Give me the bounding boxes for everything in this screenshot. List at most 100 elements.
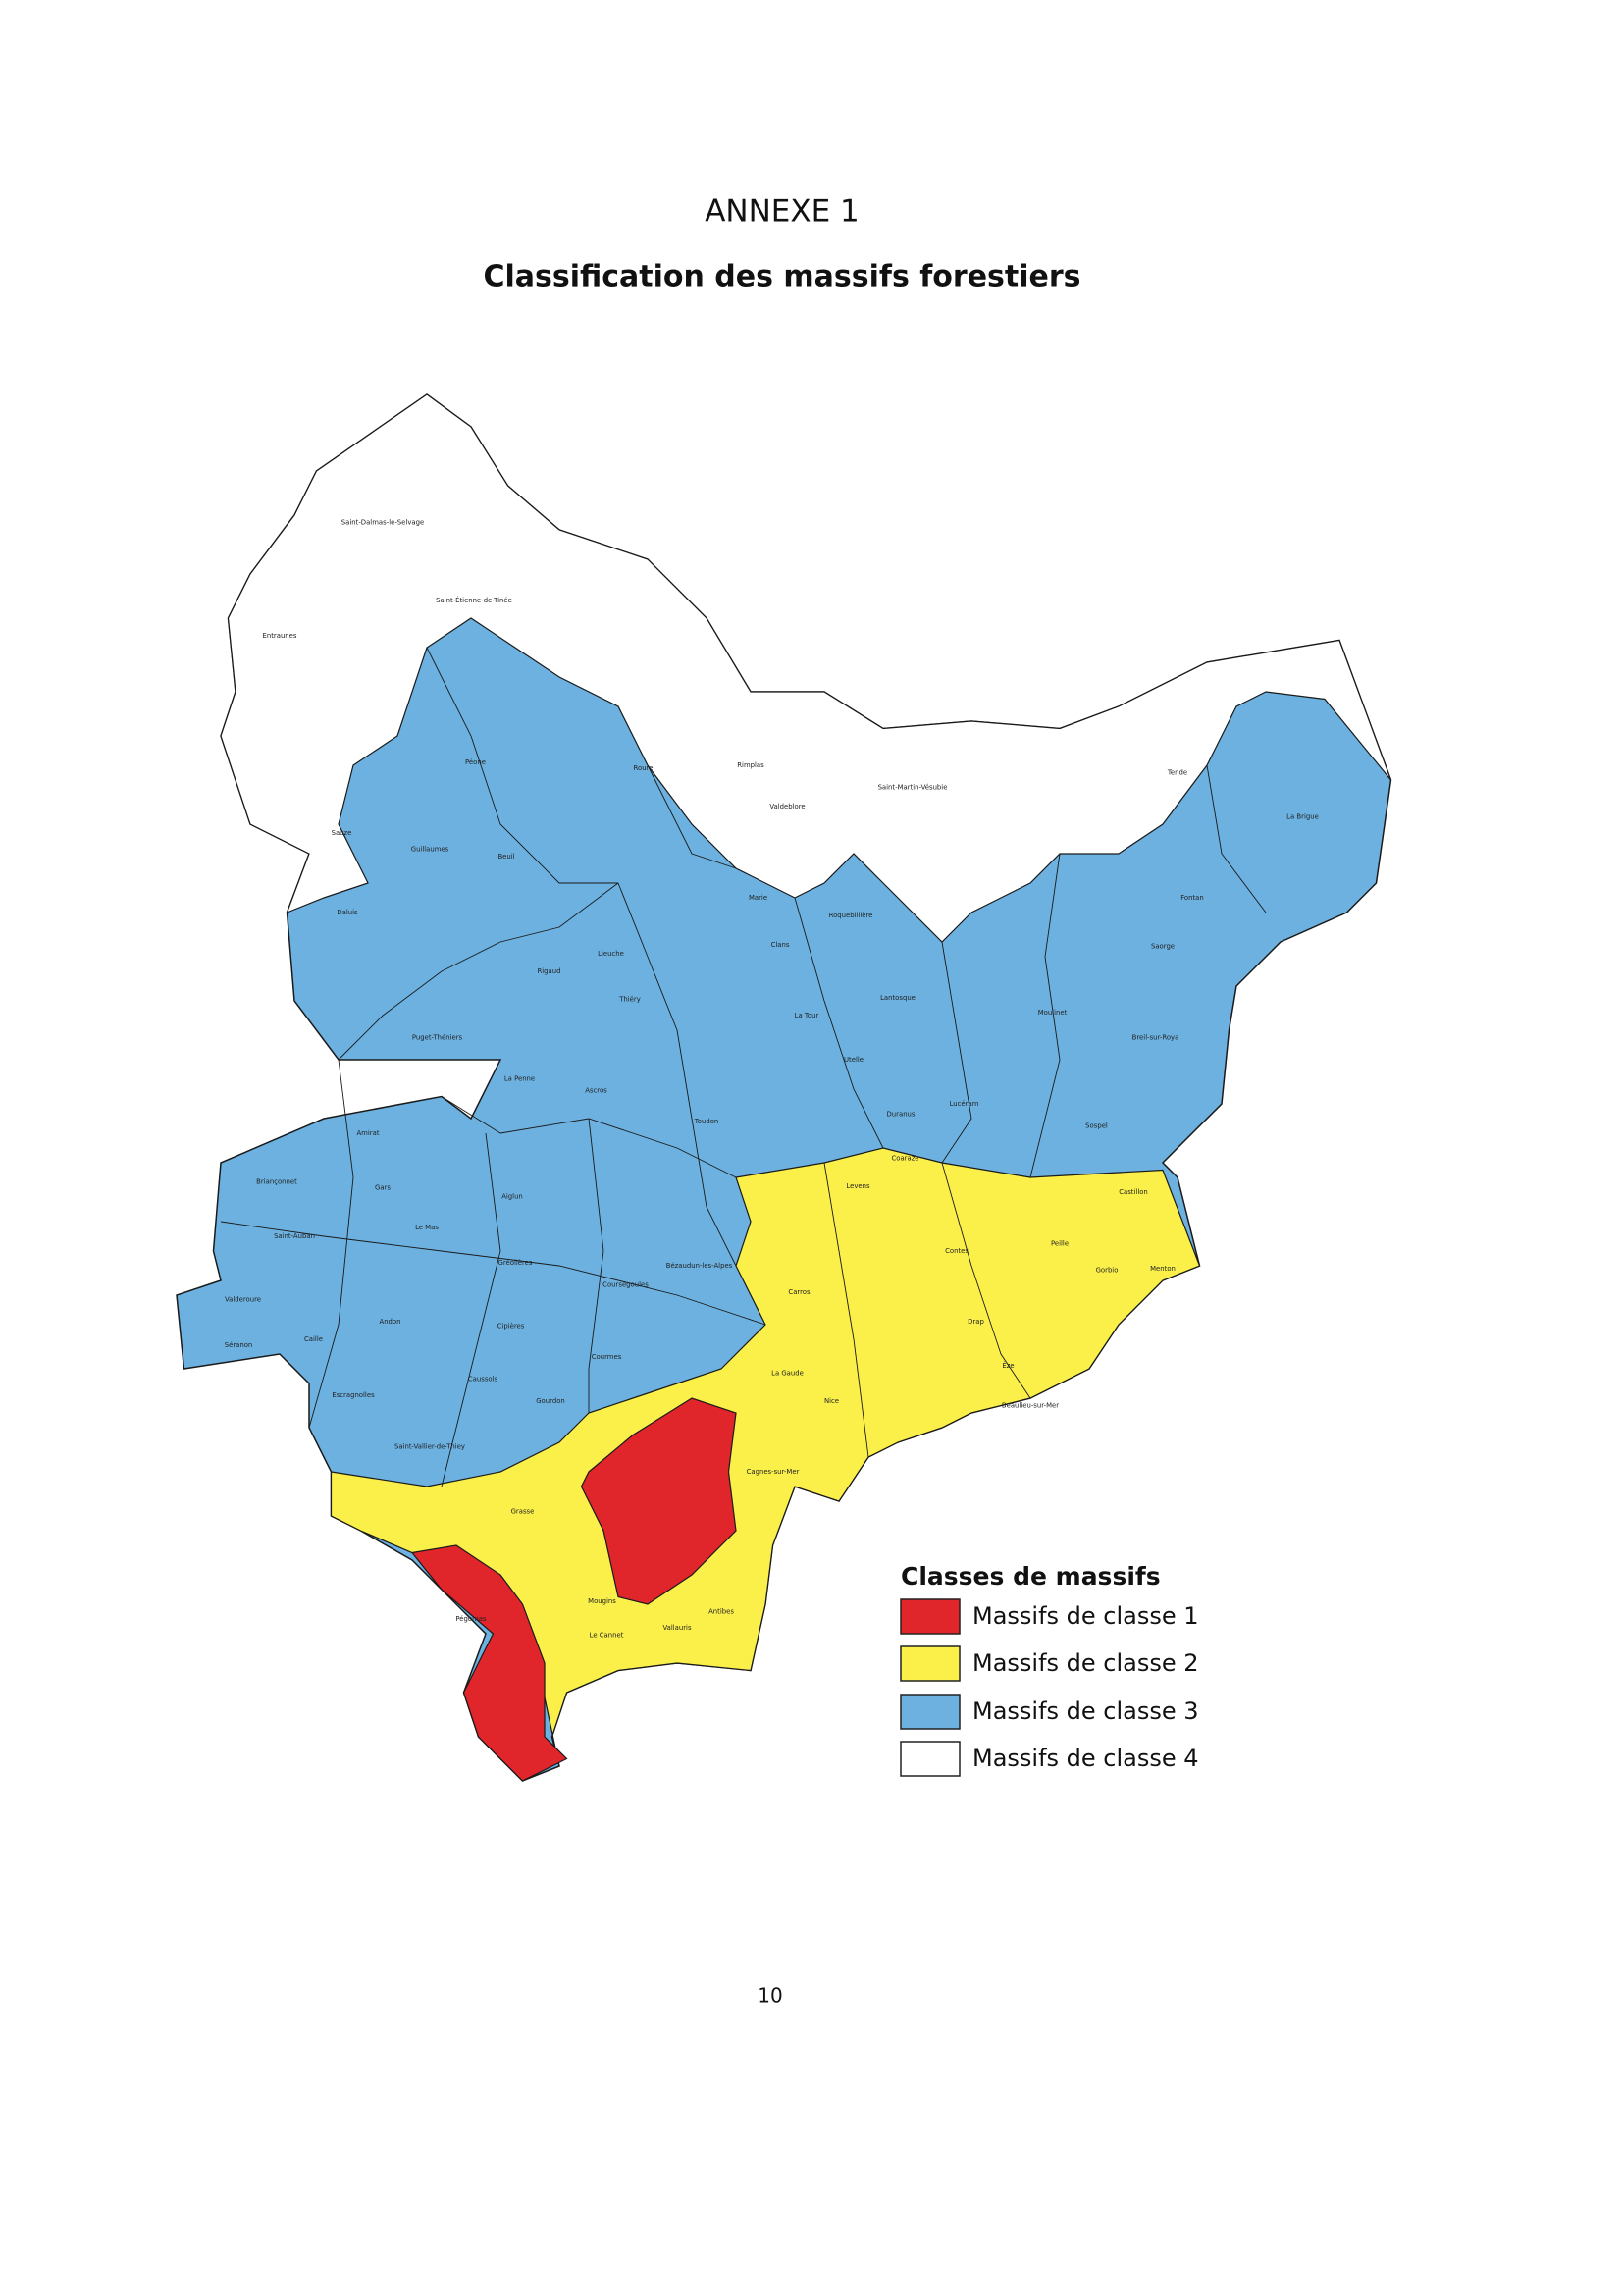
commune-label: Menton — [1150, 1265, 1176, 1273]
legend-swatch — [900, 1645, 961, 1682]
commune-label: Saint-Étienne-de-Tinée — [436, 596, 512, 604]
commune-label: Duranus — [887, 1111, 916, 1119]
commune-label: Saorge — [1151, 943, 1175, 951]
commune-label: Breil-sur-Roya — [1132, 1034, 1179, 1042]
commune-label: Lantosque — [880, 994, 916, 1002]
commune-label: La Brigue — [1286, 813, 1319, 821]
commune-label: Contes — [945, 1247, 969, 1255]
commune-label: Drap — [968, 1318, 984, 1326]
commune-border — [1206, 764, 1267, 913]
commune-label: Moulinet — [1038, 1009, 1068, 1017]
legend: Massifs de classe 1 Massifs de classe 2 Ma… — [900, 1598, 1199, 1777]
commune-label: Lucéram — [950, 1100, 979, 1108]
commune-label: Cipières — [497, 1323, 525, 1331]
commune-label: Gréolières — [498, 1259, 533, 1267]
commune-label: Toudon — [694, 1118, 719, 1125]
commune-label: Coaraze — [891, 1155, 918, 1163]
commune-label: Clans — [771, 941, 790, 949]
commune-label: Ascros — [585, 1087, 607, 1095]
commune-label: Peille — [1051, 1240, 1069, 1248]
commune-label: Tende — [1167, 769, 1187, 777]
commune-label: Séranon — [225, 1341, 253, 1349]
commune-label: Saint-Auban — [274, 1232, 315, 1240]
commune-label: Roquebillière — [829, 912, 873, 919]
commune-label: Marie — [749, 894, 767, 902]
commune-border — [823, 1162, 869, 1458]
legend-swatch — [900, 1694, 961, 1730]
commune-label: Le Cannet — [590, 1632, 624, 1640]
commune-label: Nice — [824, 1397, 839, 1405]
commune-label: Cagnes-sur-Mer — [747, 1468, 800, 1476]
commune-border — [338, 882, 619, 1061]
commune-label: Rigaud — [538, 967, 561, 975]
commune-label: Levens — [846, 1182, 870, 1190]
commune-label: Saint-Vallier-de-Thiey — [394, 1443, 465, 1451]
legend-title: Classes de massifs — [901, 1562, 1161, 1591]
legend-label: Massifs de classe 2 — [972, 1649, 1199, 1677]
commune-label: Thiéry — [618, 996, 641, 1004]
commune-label: Sauze — [332, 829, 352, 837]
commune-label: Andon — [380, 1318, 401, 1326]
legend-swatch — [900, 1741, 961, 1777]
class-1-zone — [410, 1544, 568, 1782]
commune-label: Sospel — [1085, 1122, 1108, 1130]
commune-label: Pégomas — [455, 1615, 487, 1623]
title: ANNEXE 1 — [705, 194, 860, 230]
commune-label: Gorbio — [1096, 1267, 1119, 1275]
commune-border — [794, 897, 884, 1149]
commune-label: Saint-Dalmas-le-Selvage — [341, 519, 424, 527]
commune-label: Gars — [375, 1184, 391, 1192]
commune-border — [441, 1132, 501, 1487]
commune-label: Courmes — [592, 1353, 622, 1361]
map: Nice Grasse Antibes Tende La Brigue Fontan Sao… — [176, 393, 1392, 1782]
commune-label: Èze — [1002, 1361, 1014, 1370]
commune-label: Beaulieu-sur-Mer — [1002, 1402, 1059, 1410]
commune-label: Grasse — [511, 1508, 535, 1516]
commune-label: Gourdon — [536, 1397, 565, 1405]
legend-label: Massifs de classe 3 — [972, 1697, 1199, 1725]
commune-label: Amirat — [356, 1129, 379, 1137]
commune-label: Antibes — [708, 1608, 734, 1616]
commune-label: La Tour — [795, 1012, 819, 1019]
commune-border — [308, 1059, 354, 1429]
commune-label: Bézaudun-les-Alpes — [666, 1262, 733, 1270]
commune-label: La Gaude — [771, 1370, 804, 1378]
commune-border — [220, 1221, 766, 1326]
commune-label: Castillon — [1119, 1188, 1148, 1196]
commune-border — [617, 882, 737, 1267]
commune-label: Aiglun — [501, 1193, 523, 1201]
commune-label: Rimplas — [737, 761, 764, 769]
commune-label: Valderoure — [225, 1296, 261, 1304]
commune-label: Saint-Martin-Vésubie — [878, 784, 948, 792]
commune-border — [1029, 853, 1061, 1178]
commune-label: Beuil — [497, 853, 514, 861]
legend-swatch — [900, 1598, 961, 1635]
commune-label: Puget-Théniers — [412, 1034, 463, 1042]
legend-label: Massifs de classe 4 — [972, 1745, 1199, 1772]
commune-label: Fontan — [1180, 894, 1204, 902]
commune-label: Daluis — [337, 909, 358, 916]
commune-border — [426, 647, 618, 884]
commune-label: Carros — [788, 1288, 811, 1296]
page-number: 10 — [758, 1984, 782, 2008]
commune-border — [647, 764, 737, 869]
commune-label: Coursegoules — [602, 1281, 649, 1289]
commune-label: Le Mas — [415, 1224, 439, 1231]
commune-label: Utelle — [844, 1056, 864, 1064]
commune-label: Entraunes — [263, 632, 297, 640]
subtitle: Classification des massifs forestiers — [483, 260, 1080, 294]
commune-label: Caussols — [468, 1376, 498, 1383]
class-1-zone — [580, 1397, 737, 1605]
commune-label: Mougins — [588, 1597, 616, 1605]
commune-label: Caille — [304, 1335, 323, 1343]
commune-border — [588, 1118, 604, 1413]
commune-border — [941, 1162, 1031, 1399]
commune-label: Valdeblore — [769, 803, 805, 810]
commune-border — [941, 941, 972, 1164]
legend-label: Massifs de classe 1 — [972, 1602, 1199, 1630]
commune-label: Roure — [634, 764, 654, 772]
commune-label: Péone — [465, 758, 486, 766]
